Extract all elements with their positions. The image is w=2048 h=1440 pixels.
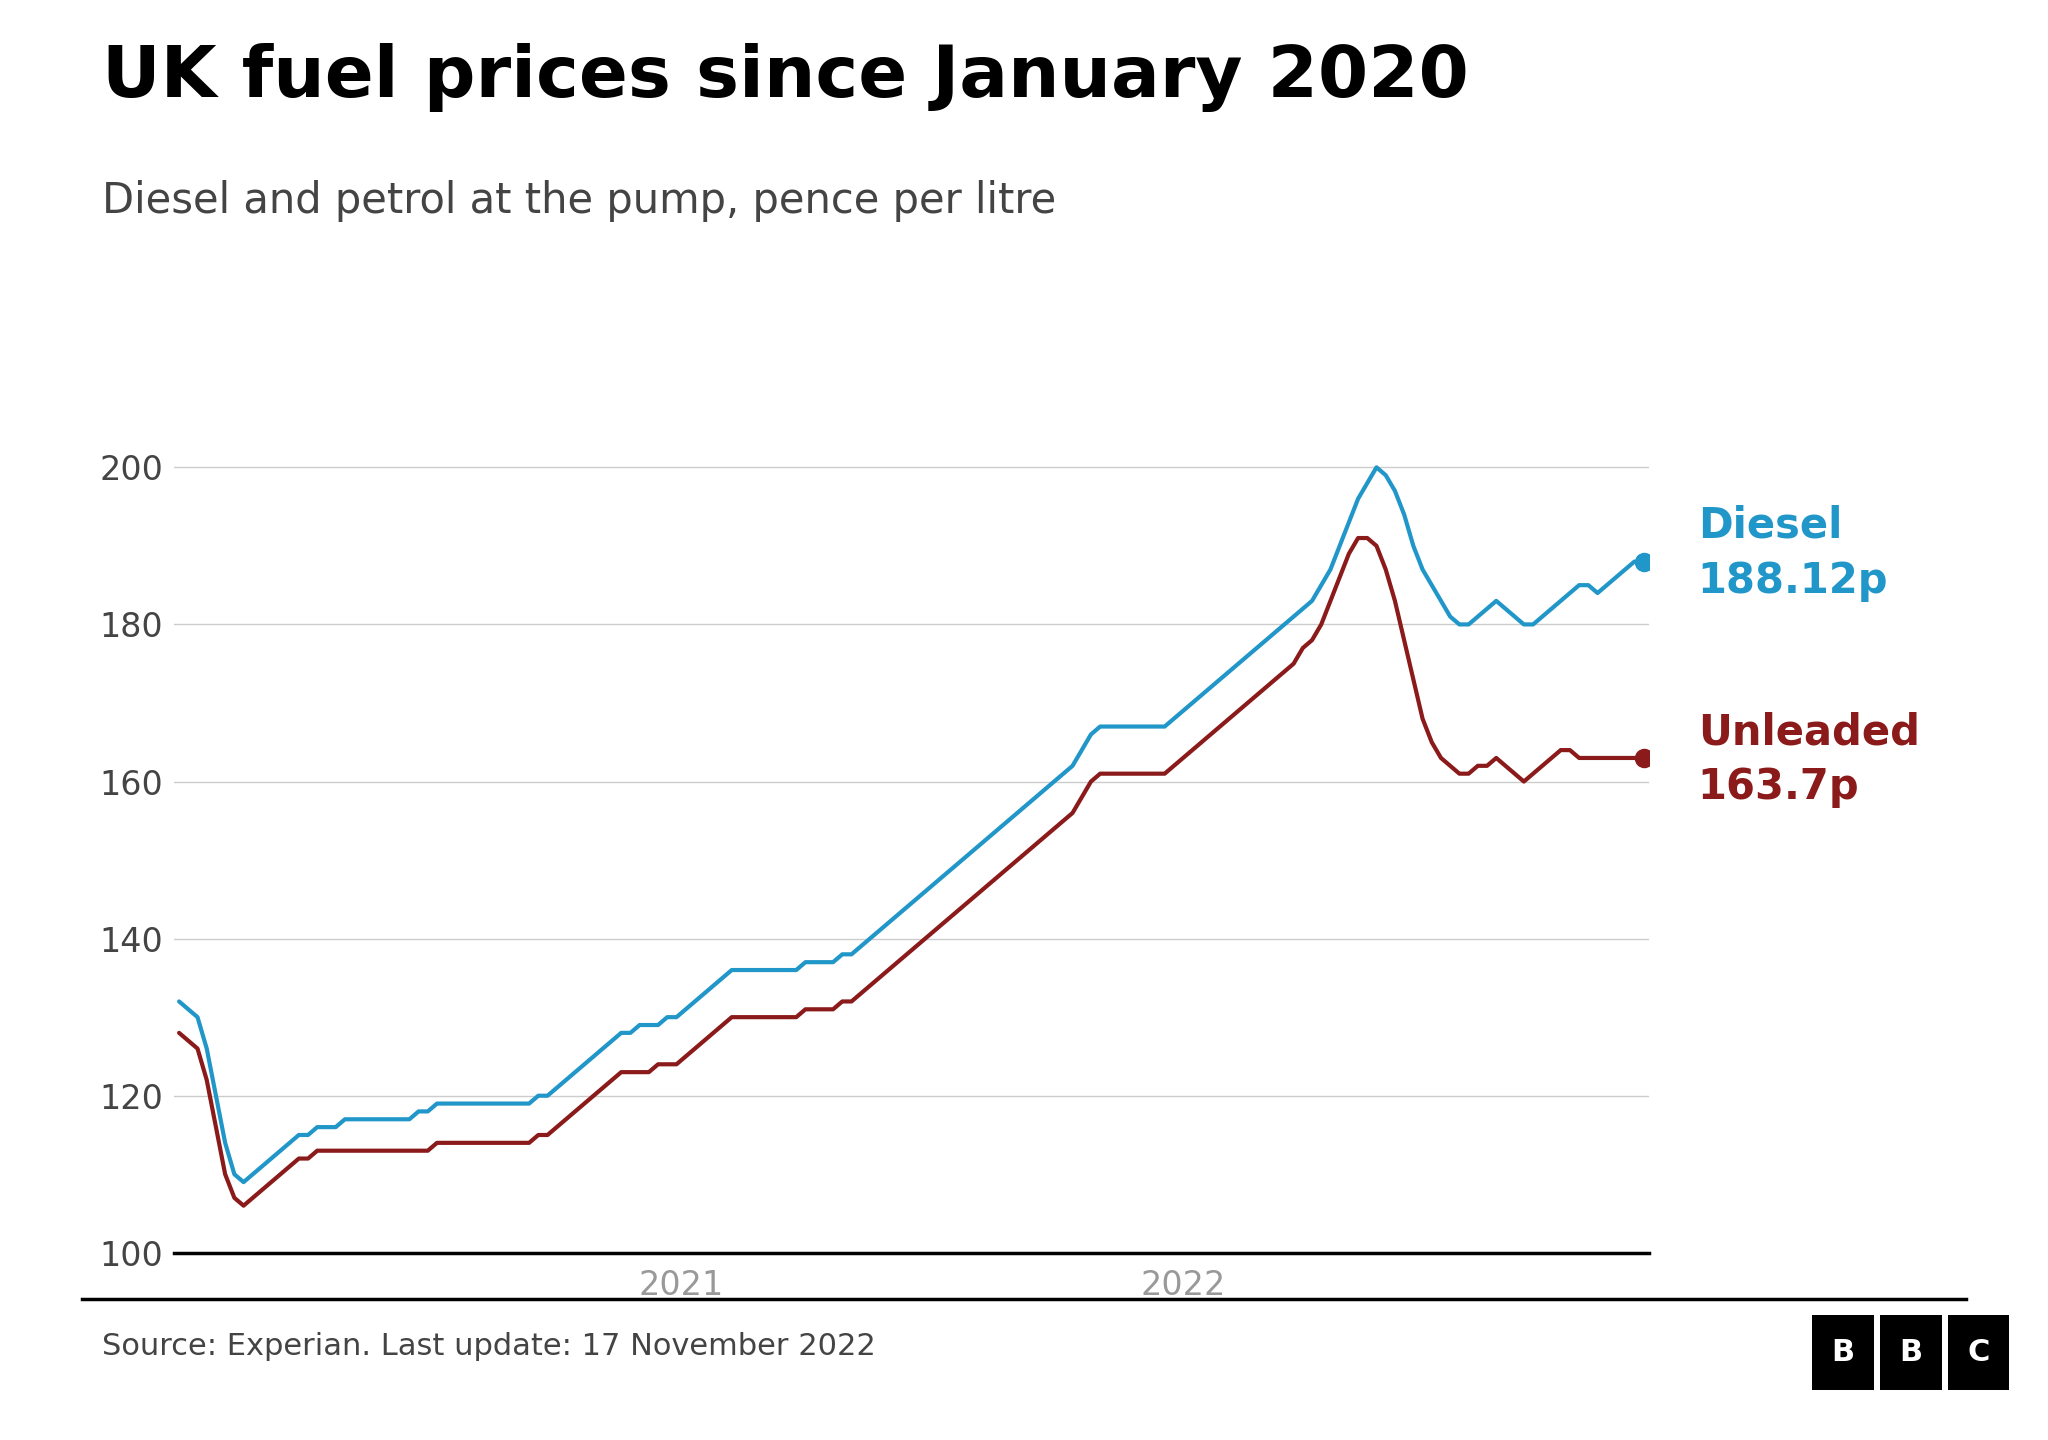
Text: C: C: [1968, 1338, 1989, 1367]
Text: UK fuel prices since January 2020: UK fuel prices since January 2020: [102, 43, 1468, 112]
Text: Diesel
188.12p: Diesel 188.12p: [1698, 505, 1888, 602]
Text: Unleaded
163.7p: Unleaded 163.7p: [1698, 711, 1919, 808]
Text: B: B: [1898, 1338, 1923, 1367]
Text: Source: Experian. Last update: 17 November 2022: Source: Experian. Last update: 17 Novemb…: [102, 1332, 877, 1361]
Text: Diesel and petrol at the pump, pence per litre: Diesel and petrol at the pump, pence per…: [102, 180, 1057, 222]
Text: B: B: [1831, 1338, 1855, 1367]
